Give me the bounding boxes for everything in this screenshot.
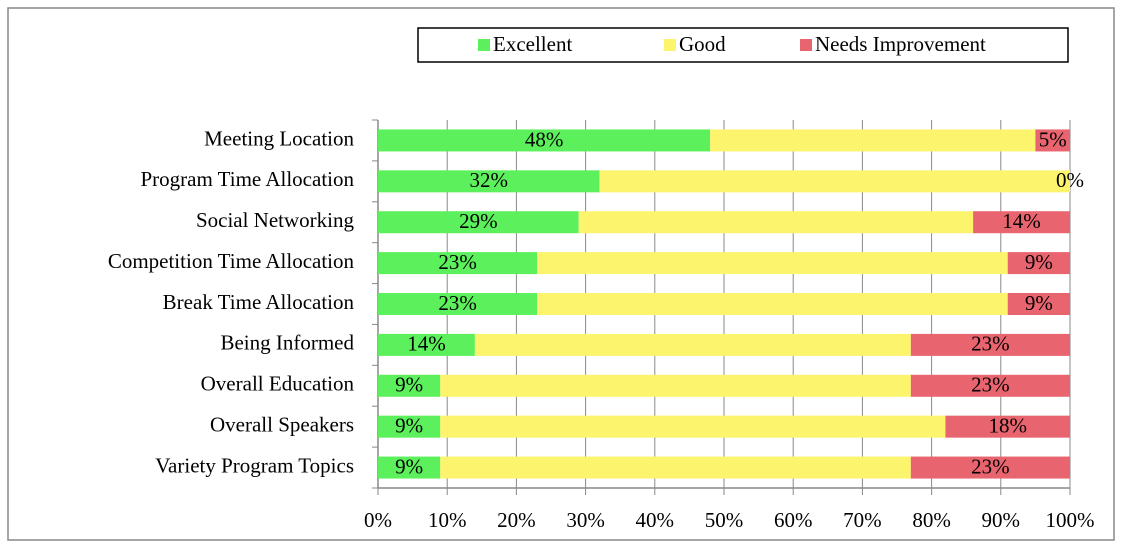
legend-label: Excellent [493,32,572,56]
data-label: 14% [407,332,446,356]
bar-segment [910,374,1070,397]
x-tick-label: 20% [497,508,536,532]
bar-segment [378,129,711,152]
bar-segment [378,456,441,479]
bar-segment [440,415,946,438]
data-label: 0% [1056,168,1084,192]
data-label: 48% [525,127,564,151]
x-tick-label: 100% [1046,508,1095,532]
x-tick-label: 10% [428,508,467,532]
bar-segment [578,211,974,234]
legend-swatch [478,39,490,51]
data-label: 9% [395,454,423,478]
bar-segment [1007,252,1070,275]
data-label: 5% [1039,127,1067,151]
y-tick-label: Program Time Allocation [140,167,354,191]
data-label: 9% [1025,250,1053,274]
bar-segment [945,415,1070,438]
legend-swatch [800,39,812,51]
data-label: 9% [395,373,423,397]
data-label: 29% [459,209,498,233]
bar-segment [973,211,1070,234]
data-label: 23% [438,250,477,274]
x-tick-label: 80% [912,508,951,532]
x-tick-label: 0% [364,508,392,532]
bar-segment [378,170,600,193]
legend-label: Good [679,32,726,56]
bar-segment [1007,293,1070,315]
x-tick-label: 30% [566,508,605,532]
data-label: 9% [395,413,423,437]
x-tick-label: 50% [705,508,744,532]
legend-swatch [664,39,676,51]
data-label: 32% [469,168,508,192]
y-tick-label: Meeting Location [204,126,354,150]
bar-segment [440,374,911,397]
x-tick-label: 90% [982,508,1021,532]
y-tick-label: Overall Speakers [210,412,354,436]
y-tick-label: Break Time Allocation [163,290,355,314]
legend-label: Needs Improvement [815,32,986,56]
bar-segment [537,293,1008,315]
bar-segment [599,170,1070,193]
bar-segment [378,211,579,234]
data-label: 23% [971,454,1010,478]
y-tick-label: Overall Education [201,372,355,396]
bar-segment [378,415,441,438]
y-tick-label: Being Informed [220,331,354,355]
bar-segment [537,252,1008,275]
data-label: 23% [971,373,1010,397]
data-label: 9% [1025,291,1053,315]
bar-segment [1035,129,1070,152]
bar-segment [910,456,1070,479]
y-tick-label: Social Networking [196,208,355,232]
bar-segment [378,293,538,315]
data-label: 23% [438,291,477,315]
legend-box [417,27,1069,63]
data-label: 18% [988,413,1027,437]
x-tick-label: 70% [843,508,882,532]
bar-segment [910,333,1070,356]
bar-segment [378,374,441,397]
bar-segment [710,129,1036,152]
x-tick-label: 60% [774,508,813,532]
y-tick-label: Variety Program Topics [155,453,354,477]
y-tick-label: Competition Time Allocation [108,249,355,273]
x-tick-label: 40% [636,508,675,532]
bar-segment [474,333,911,356]
bar-segment [378,252,538,275]
bar-segment [378,333,475,356]
data-label: 23% [971,332,1010,356]
data-label: 14% [1002,209,1041,233]
bar-segment [440,456,911,479]
